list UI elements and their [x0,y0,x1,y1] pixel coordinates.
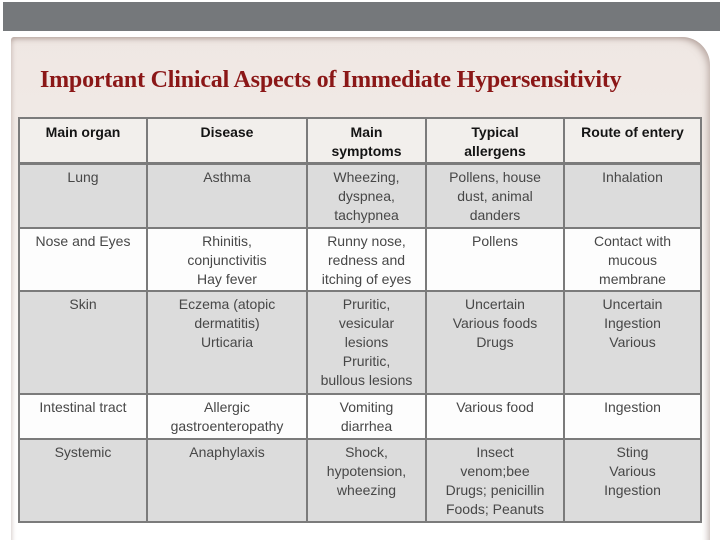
table-cell: Eczema (atopic dermatitis) Urticaria [146,290,308,395]
top-bar [3,2,720,31]
column-header-route-of-entry: Route of entery [563,117,702,165]
table-cell: Rhinitis, conjunctivitis Hay fever [146,227,308,292]
table-cell: Uncertain Ingestion Various [563,290,702,395]
table-cell: Anaphylaxis [146,438,308,523]
table-cell: Systemic [18,438,148,523]
slide-title: Important Clinical Aspects of Immediate … [40,67,622,93]
table-cell: Pruritic, vesicular lesions Pruritic, bu… [306,290,427,395]
table-cell: Pollens [425,227,565,292]
table-cell: Insect venom;bee Drugs; penicillin Foods… [425,438,565,523]
table-cell: Intestinal tract [18,393,148,440]
table-cell: Contact with mucous membrane [563,227,702,292]
hypersensitivity-table: Main organ Disease Main symptoms Typical… [18,117,702,523]
table-cell: Uncertain Various foods Drugs [425,290,565,395]
table-cell: Vomiting diarrhea [306,393,427,440]
table-cell: Nose and Eyes [18,227,148,292]
table-cell: Skin [18,290,148,395]
table-cell: Wheezing, dyspnea, tachypnea [306,162,427,229]
column-header-disease: Disease [146,117,308,165]
table-row: Systemic Anaphylaxis Shock, hypotension,… [18,438,702,523]
table-cell: Pollens, house dust, animal danders [425,162,565,229]
table-cell: Lung [18,162,148,229]
table-row: Intestinal tract Allergic gastroenteropa… [18,393,702,440]
table-cell: Various food [425,393,565,440]
table-row: Nose and Eyes Rhinitis, conjunctivitis H… [18,227,702,292]
table-cell: Runny nose, redness and itching of eyes [306,227,427,292]
column-header-main-organ: Main organ [18,117,148,165]
table-cell: Inhalation [563,162,702,229]
table-cell: Shock, hypotension, wheezing [306,438,427,523]
header-row: Main organ Disease Main symptoms Typical… [18,117,702,165]
table-cell: Asthma [146,162,308,229]
table-cell: Allergic gastroenteropathy [146,393,308,440]
column-header-main-symptoms: Main symptoms [306,117,427,165]
table-cell: Ingestion [563,393,702,440]
table-row: Lung Asthma Wheezing, dyspnea, tachypnea… [18,162,702,229]
table-cell: Sting Various Ingestion [563,438,702,523]
column-header-typical-allergens: Typical allergens [425,117,565,165]
table-row: Skin Eczema (atopic dermatitis) Urticari… [18,290,702,395]
